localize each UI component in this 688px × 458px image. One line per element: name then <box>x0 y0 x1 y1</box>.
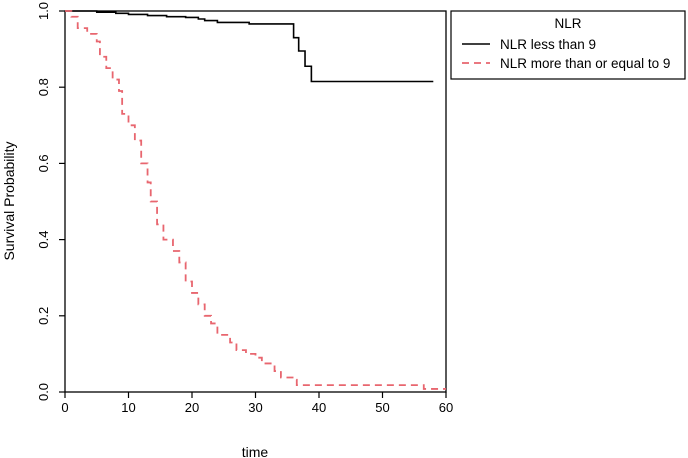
y-tick-label: 0.0 <box>36 383 51 401</box>
y-tick-label: 0.2 <box>36 307 51 325</box>
legend: NLR NLR less than 9 NLR more than or equ… <box>450 10 686 80</box>
x-tick-label: 50 <box>375 400 389 415</box>
x-tick-label: 40 <box>312 400 326 415</box>
series-layer <box>65 10 446 390</box>
x-tick-label: 20 <box>185 400 199 415</box>
legend-label-nlr-more-than-or-equal-to-9: NLR more than or equal to 9 <box>500 56 670 71</box>
plot-frame <box>64 10 447 393</box>
y-axis-title: Survival Probability <box>1 141 17 260</box>
y-tick-label: 0.4 <box>36 231 51 249</box>
series-line-nlr-less-than-9 <box>65 10 434 83</box>
legend-box <box>450 10 686 80</box>
x-tick-label: 30 <box>248 400 262 415</box>
x-tick-label: 0 <box>61 400 68 415</box>
legend-label-nlr-less-than-9: NLR less than 9 <box>500 37 596 52</box>
x-axis-title: time <box>242 444 269 458</box>
legend-title: NLR <box>554 16 581 31</box>
axes: 0 10 20 30 40 50 60 0.0 0.2 0.4 0.6 0.8 1.0 <box>36 2 453 415</box>
series-line-nlr-more-than-or-equal-to-9 <box>65 10 446 390</box>
x-tick-label: 10 <box>121 400 135 415</box>
x-tick-label: 60 <box>439 400 453 415</box>
y-tick-label: 0.6 <box>36 154 51 172</box>
y-tick-label: 0.8 <box>36 78 51 96</box>
y-tick-label: 1.0 <box>36 2 51 20</box>
